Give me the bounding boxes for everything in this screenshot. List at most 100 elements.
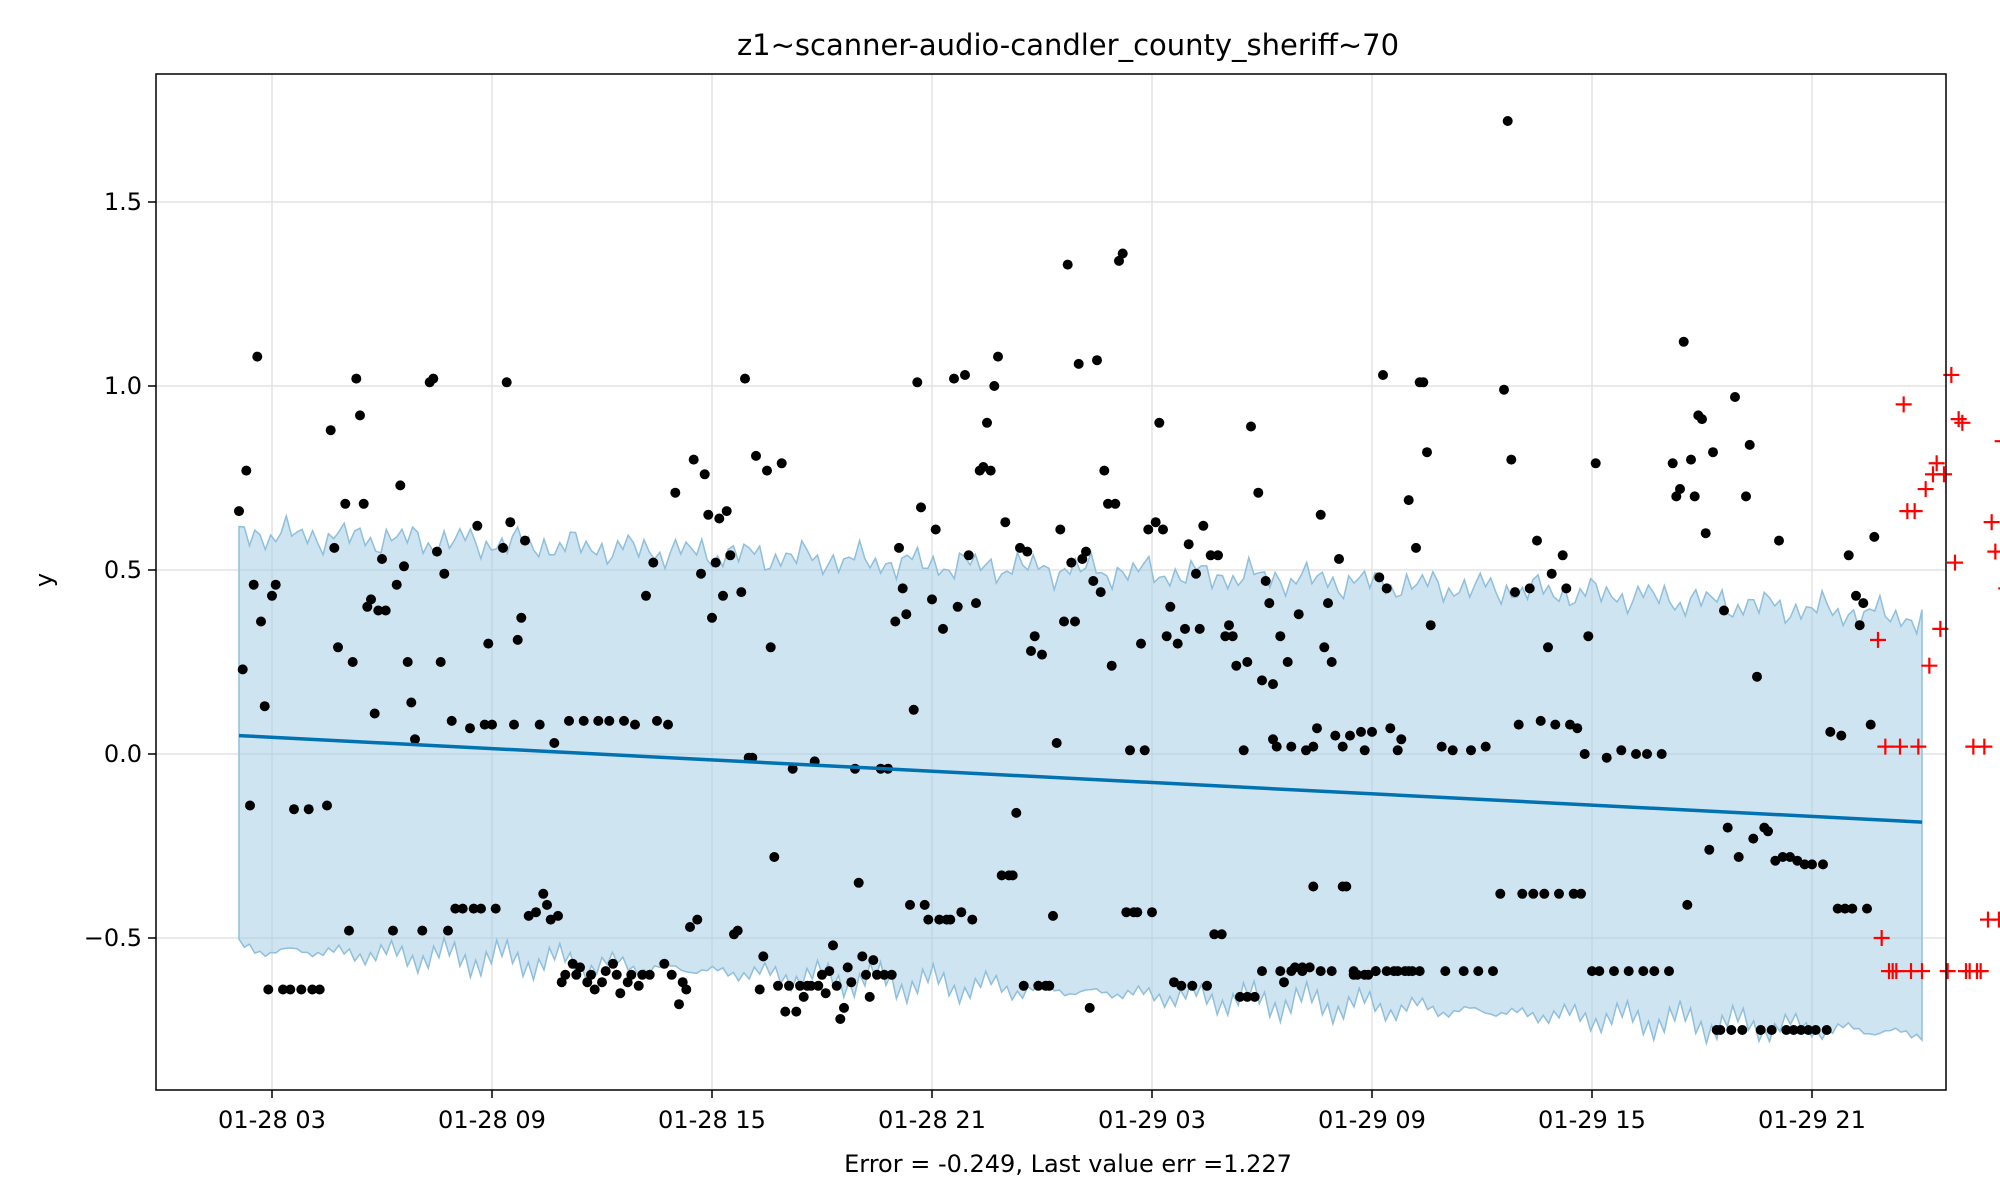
observed-point [296, 984, 307, 995]
x-tick-label: 01-29 21 [1758, 1106, 1866, 1134]
observed-point [703, 509, 714, 520]
forecast-point [1892, 738, 1908, 755]
observed-point [1326, 657, 1337, 667]
observed-point [1213, 550, 1223, 561]
observed-point [1587, 966, 1597, 977]
observed-point [1510, 587, 1520, 598]
observed-point [839, 1002, 849, 1013]
observed-point [582, 977, 593, 988]
observed-point [1546, 568, 1557, 579]
observed-point [1788, 1025, 1799, 1035]
observed-point [1807, 859, 1817, 870]
observed-point [1741, 491, 1751, 502]
observed-point [560, 969, 571, 980]
observed-point [978, 462, 989, 472]
forecast-point [1873, 930, 1890, 946]
observed-point [270, 579, 281, 590]
observed-point [1286, 966, 1297, 977]
observed-point [245, 800, 255, 811]
y-tick-label: 0.5 [104, 556, 142, 584]
observed-point [1726, 1025, 1737, 1035]
observed-point [1081, 546, 1091, 557]
observed-point [1590, 458, 1601, 469]
observed-point [846, 977, 857, 988]
observed-point [483, 638, 494, 649]
observed-point [905, 899, 915, 910]
observed-point [1700, 528, 1711, 539]
observed-point [1220, 631, 1231, 642]
forecast-point [1910, 738, 1927, 755]
observed-point [784, 980, 794, 991]
observed-point [1466, 745, 1476, 756]
observed-point [1143, 524, 1154, 535]
observed-point [1744, 439, 1755, 450]
observed-point [1792, 855, 1803, 866]
observed-point [531, 907, 541, 918]
observed-point [1374, 572, 1385, 583]
forecast-point [1947, 554, 1963, 571]
observed-point [842, 962, 853, 973]
observed-point [1748, 833, 1759, 844]
observed-point [985, 465, 996, 476]
observed-point [1554, 888, 1564, 899]
observed-point [1572, 723, 1583, 734]
observed-point [1832, 903, 1843, 914]
observed-point [1029, 631, 1040, 642]
forecast-point [1939, 963, 1956, 980]
observed-point [718, 590, 728, 601]
observed-point [1576, 888, 1586, 899]
observed-point [1268, 679, 1278, 690]
observed-point [861, 969, 871, 980]
observed-point [1202, 980, 1212, 991]
observed-point [604, 715, 615, 726]
observed-point [366, 594, 376, 605]
observed-point [344, 925, 354, 936]
forecast-point [1870, 631, 1886, 648]
observed-point [388, 925, 398, 936]
observed-point [901, 609, 912, 620]
observed-point [1147, 907, 1157, 918]
observed-point [681, 984, 692, 995]
observed-point [1275, 966, 1286, 977]
observed-point [479, 719, 490, 730]
forecast-point [1895, 396, 1912, 413]
observed-point [820, 988, 831, 999]
observed-point [1499, 384, 1509, 395]
observed-point [542, 899, 552, 910]
observed-point [1730, 392, 1740, 402]
observed-point [256, 616, 266, 627]
observed-point [923, 914, 934, 925]
observed-point [578, 715, 589, 726]
forecast-point [1950, 411, 1967, 428]
observed-point [751, 450, 761, 461]
forecast-points [1870, 366, 2000, 980]
observed-point [516, 612, 527, 623]
observed-point [945, 914, 956, 925]
observed-point [1114, 255, 1124, 266]
observed-point [1158, 524, 1168, 535]
observed-point [828, 940, 838, 951]
observed-point [432, 546, 442, 557]
observed-point [1070, 616, 1080, 627]
observed-point [685, 922, 695, 932]
observed-point [938, 623, 948, 634]
observed-point [1095, 587, 1106, 598]
observed-point [1495, 888, 1506, 899]
observed-point [1411, 542, 1421, 553]
observed-point [956, 907, 967, 918]
observed-point [1242, 657, 1253, 667]
forecast-point [1888, 963, 1905, 980]
observed-point [1506, 454, 1517, 465]
observed-point [278, 984, 288, 995]
observed-point [1033, 980, 1044, 991]
observed-point [1755, 1025, 1766, 1035]
observed-point [505, 517, 516, 528]
observed-point [1513, 719, 1524, 730]
observed-point [1000, 517, 1011, 528]
observed-point [380, 605, 391, 616]
forecast-point [1936, 466, 1952, 483]
observed-point [1862, 903, 1872, 914]
observed-point [1037, 649, 1047, 660]
observed-point [1803, 1025, 1814, 1035]
observed-point [1799, 859, 1810, 870]
